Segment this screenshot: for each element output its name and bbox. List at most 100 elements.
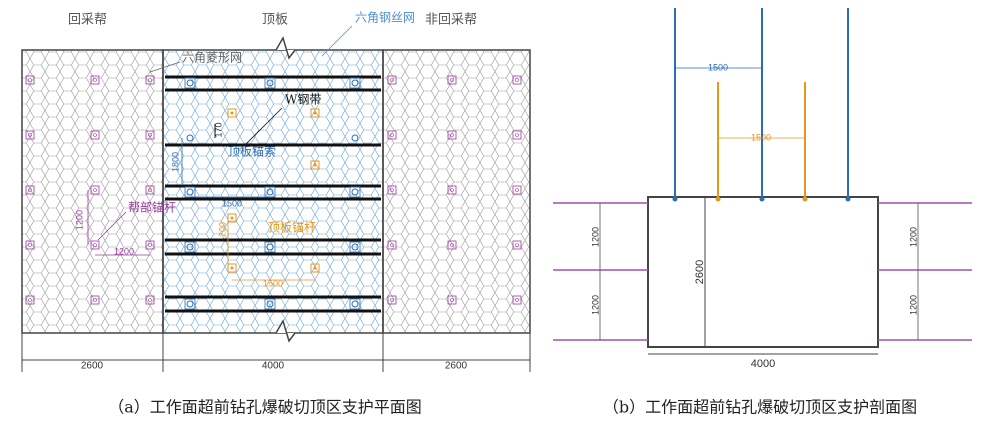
dimension: 2600 (694, 260, 706, 284)
rib-bolt (390, 298, 394, 302)
leader (149, 61, 181, 73)
cable-plate (264, 77, 276, 89)
rib-bolt (390, 78, 394, 82)
label: 六角钢丝网 (355, 11, 415, 25)
label: 顶板锚杆 (268, 220, 316, 235)
rib-bolt-plate (447, 130, 457, 140)
anchor-head (845, 196, 851, 202)
cable-plate (349, 298, 361, 310)
cable-plate (184, 77, 196, 89)
break-line (275, 319, 296, 343)
dimension: 170 (213, 122, 223, 137)
dimension: 1500 (222, 198, 242, 208)
dimension: 4000 (751, 358, 775, 370)
cable (266, 300, 274, 308)
rib-bolt-plate (25, 75, 35, 85)
caption: （b）工作面超前钻孔爆破切顶区支护剖面图 (603, 398, 917, 417)
rib-bolt-plate (90, 240, 100, 250)
rib-bolt (515, 298, 519, 302)
rib-bolt-plate (512, 295, 522, 305)
cable (186, 300, 194, 308)
rib-bolt (93, 188, 97, 192)
rib-bolt-plate (387, 240, 397, 250)
roadway-section (647, 196, 879, 348)
label: 顶板锚索 (228, 144, 276, 159)
dimension: 1500 (708, 62, 728, 72)
rib-bolt (28, 78, 32, 82)
cable (266, 243, 274, 251)
anchor-head (759, 196, 765, 202)
dimension: 1200 (590, 227, 600, 247)
rib-bolt-plate (145, 75, 155, 85)
cable-plate (184, 241, 196, 253)
bolt (313, 163, 317, 167)
dimension: 1200 (908, 227, 918, 247)
rib-bolt-plate (447, 295, 457, 305)
rib-bolt (515, 243, 519, 247)
rib-bolt (450, 188, 454, 192)
cable (266, 79, 274, 87)
rib-bolt-plate (90, 75, 100, 85)
rib-bolt-plate (25, 295, 35, 305)
dimension: 4000 (262, 361, 285, 372)
rib-bolt (28, 188, 32, 192)
rib-bolt (450, 133, 454, 137)
label: 回采帮 (68, 13, 107, 28)
bolt (313, 111, 317, 115)
rib-bolt-plate (90, 185, 100, 195)
rib-bolt-plate (90, 295, 100, 305)
label: W钢带 (285, 93, 321, 107)
bolt (230, 216, 234, 220)
right-rib-area (382, 49, 531, 334)
rib-bolt-plate (25, 185, 35, 195)
dimension: 1200 (590, 295, 600, 315)
rib-bolt-plate (387, 295, 397, 305)
rib-bolt-plate (512, 75, 522, 85)
dimension: 1200 (114, 246, 134, 256)
rib-bolt-plate (387, 185, 397, 195)
rib-bolt (148, 78, 152, 82)
rib-bolt (515, 188, 519, 192)
rib-bolt-plate (145, 130, 155, 140)
dimension: 1200 (74, 210, 84, 230)
anchor-head (672, 196, 678, 202)
label: 非回采帮 (425, 13, 477, 28)
cable (351, 300, 359, 308)
label: 帮部锚杆 (128, 200, 176, 215)
rib-bolt (450, 243, 454, 247)
rib-bolt-plate (447, 75, 457, 85)
rib-bolt (515, 78, 519, 82)
rib-bolt-plate (90, 130, 100, 140)
dimension: 2600 (81, 361, 104, 372)
dimension: 1500 (263, 278, 283, 288)
bolt-plate (227, 108, 237, 118)
leader (244, 107, 283, 146)
cable (186, 243, 194, 251)
rib-bolt-plate (512, 240, 522, 250)
dimension: 1800 (170, 152, 180, 172)
cable (186, 79, 194, 87)
left-rib-area (21, 49, 164, 334)
bolt (313, 266, 317, 270)
cable (186, 188, 194, 196)
anchor-head (802, 196, 808, 202)
cable (186, 134, 194, 142)
rib-bolt (148, 133, 152, 137)
label: 顶板 (262, 13, 288, 28)
rib-bolt (450, 78, 454, 82)
rib-bolt (93, 298, 97, 302)
cable (351, 134, 359, 142)
dimension: 1200 (217, 222, 227, 242)
cable-plate (264, 241, 276, 253)
cable-plate (349, 186, 361, 198)
cable (351, 243, 359, 251)
rib-bolt (148, 243, 152, 247)
rib-bolt-plate (512, 130, 522, 140)
rib-bolt (93, 78, 97, 82)
cable-plate (264, 298, 276, 310)
caption: （a）工作面超前钻孔爆破切顶区支护平面图 (108, 398, 422, 417)
rib-bolt-plate (145, 240, 155, 250)
rib-bolt (28, 133, 32, 137)
